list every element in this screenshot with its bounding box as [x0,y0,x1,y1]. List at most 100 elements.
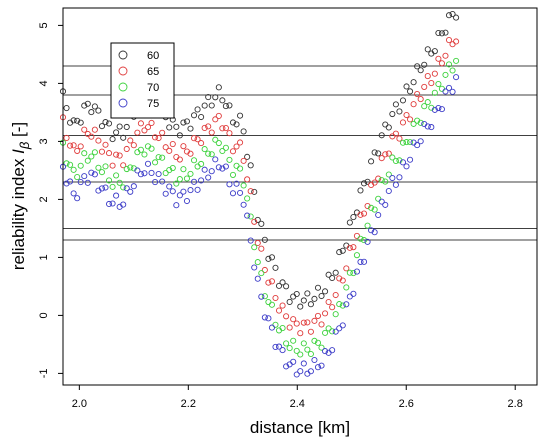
point-65 [297,330,304,337]
point-70 [318,344,325,351]
point-70 [410,120,417,127]
point-75 [368,227,375,234]
point-60 [215,84,222,91]
point-70 [286,345,293,352]
point-65 [81,126,88,133]
point-75 [346,293,353,300]
point-65 [396,135,403,142]
legend-label-65: 65 [147,66,159,78]
point-60 [88,109,95,116]
point-65 [268,278,275,285]
point-65 [343,265,350,272]
y-axis-title: reliability index Iβ [-] [9,122,32,270]
point-70 [98,169,106,176]
point-65 [116,152,123,159]
point-60 [201,102,208,109]
point-75 [152,179,159,186]
point-75 [311,356,318,364]
point-70 [375,195,382,202]
x-tick-label: 2.2 [181,398,196,410]
point-65 [91,126,98,133]
point-75 [392,181,399,188]
point-70 [261,293,268,300]
point-75 [70,190,77,197]
point-70 [300,340,307,347]
point-75 [251,264,258,271]
point-70 [435,80,442,88]
point-60 [403,83,410,90]
point-75 [183,197,190,205]
point-75 [120,201,127,208]
point-65 [130,142,137,149]
point-65 [127,137,134,144]
point-65 [201,124,208,132]
point-65 [176,156,183,163]
point-75 [127,188,134,195]
point-65 [88,133,95,140]
series-75 [59,74,460,378]
point-60 [357,187,364,194]
x-tick-label: 2.8 [508,398,523,410]
point-70 [258,270,265,277]
point-75 [67,178,74,185]
point-65 [375,175,382,182]
point-70 [70,166,77,173]
point-75 [396,174,403,181]
point-60 [382,121,389,128]
point-65 [286,324,293,331]
point-65 [215,112,222,119]
point-70 [329,328,336,335]
point-70 [346,269,353,276]
point-70 [445,61,453,68]
point-75 [279,347,286,354]
point-70 [159,154,166,161]
point-75 [353,268,360,275]
point-70 [311,337,318,344]
point-60 [194,106,201,113]
point-60 [336,249,343,256]
point-70 [88,153,95,160]
point-65 [155,134,162,142]
point-75 [332,328,339,335]
point-60 [272,264,279,271]
point-75 [91,171,98,178]
point-60 [105,120,113,127]
y-tick-label: 3 [38,138,50,144]
point-70 [382,178,389,185]
point-65 [293,320,300,327]
point-65 [424,73,431,80]
point-75 [180,188,187,195]
point-65 [67,142,74,149]
point-70 [222,144,229,151]
point-65 [378,155,385,162]
point-65 [240,157,247,164]
point-60 [180,119,187,126]
point-70 [307,350,314,358]
point-65 [152,134,159,141]
point-75 [431,106,438,113]
point-65 [162,144,169,151]
point-70 [343,284,350,291]
point-65 [254,239,261,247]
point-65 [265,279,272,286]
point-70 [385,171,392,178]
point-65 [244,176,251,183]
point-70 [74,174,81,181]
point-75 [244,212,251,219]
point-70 [247,213,254,220]
point-75 [268,324,275,331]
point-60 [244,153,251,160]
point-65 [70,142,77,149]
point-75 [254,275,261,282]
point-60 [81,102,88,109]
legend-box [110,42,175,119]
point-60 [346,219,353,226]
point-60 [63,105,70,112]
point-75 [336,325,343,332]
point-70 [353,252,360,259]
point-75 [176,192,183,199]
point-60 [187,125,194,132]
point-60 [364,178,371,185]
point-65 [159,129,166,136]
point-60 [208,102,215,109]
